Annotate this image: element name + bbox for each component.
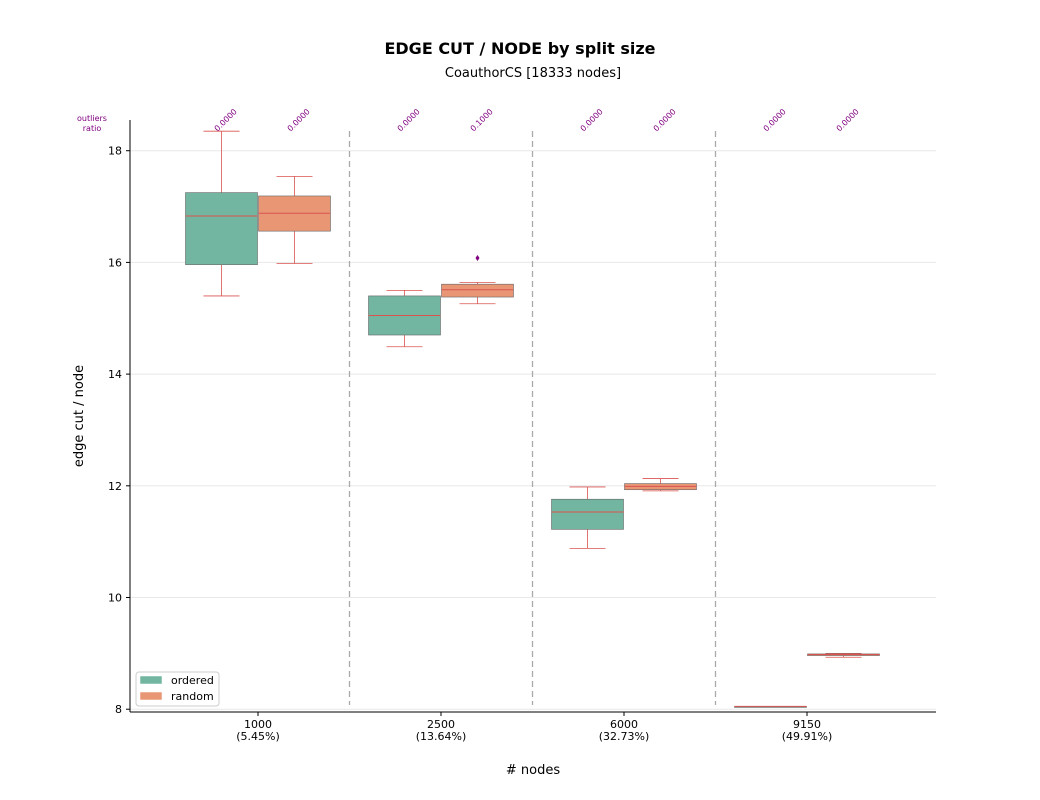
- legend-label-ordered: ordered: [171, 674, 214, 687]
- y-tick-label-18: 18: [108, 145, 122, 158]
- outlier-ratio-ordered-1000: 0.0000: [213, 107, 239, 133]
- outlier-ratio-random-9150: 0.0000: [835, 107, 861, 133]
- box-random-9150: [807, 652, 880, 658]
- x-tick-sublabel-6000: (32.73%): [599, 730, 650, 743]
- outliers-label-line1: outliers: [77, 114, 107, 123]
- outlier-ratio-ordered-2500: 0.0000: [396, 107, 422, 133]
- x-tick-label-9150: 9150: [793, 718, 821, 731]
- x-tick-sublabel-9150: (49.91%): [782, 730, 833, 743]
- chart-subtitle: CoauthorCS [18333 nodes]: [445, 66, 621, 81]
- x-tick-label-1000: 1000: [244, 718, 272, 731]
- y-tick-label-16: 16: [108, 256, 122, 269]
- outlier-ratio-random-2500: 0.1000: [469, 107, 495, 133]
- box-body: [441, 283, 514, 298]
- box-ordered-6000: [551, 486, 624, 549]
- box-ordered-9150: [734, 705, 807, 708]
- outlier-ratio-random-1000: 0.0000: [286, 107, 312, 133]
- y-tick-label-12: 12: [108, 480, 122, 493]
- x-ticks: 1000(5.45%) 2500(13.64%) 6000(32.73%) 9150(…: [236, 712, 832, 743]
- x-tick-sublabel-1000: (5.45%): [236, 730, 280, 743]
- legend-swatch-random: [139, 691, 163, 701]
- outliers-label-line2: ratio: [83, 124, 102, 133]
- x-tick-label-2500: 2500: [427, 718, 455, 731]
- box-random-6000: [624, 478, 697, 492]
- box-random-2500: [441, 254, 514, 305]
- y-ticks: 8 10 12 14 16 18: [108, 145, 130, 716]
- x-axis-label: # nodes: [506, 763, 560, 778]
- y-tick-label-8: 8: [115, 703, 122, 716]
- outlier-ratio-ordered-6000: 0.0000: [579, 107, 605, 133]
- flier-0: [475, 254, 480, 261]
- outlier-ratio-ordered-9150: 0.0000: [762, 107, 788, 133]
- x-tick-sublabel-2500: (13.64%): [416, 730, 467, 743]
- y-axis-label: edge cut / node: [72, 365, 87, 467]
- box-body: [185, 192, 258, 265]
- y-tick-label-14: 14: [108, 368, 122, 381]
- box-ordered-1000: [185, 130, 258, 297]
- x-tick-label-6000: 6000: [610, 718, 638, 731]
- chart-title: EDGE CUT / NODE by split size: [384, 39, 655, 58]
- box-body: [551, 498, 624, 530]
- box-random-1000: [258, 176, 331, 264]
- outlier-ratio-random-6000: 0.0000: [652, 107, 678, 133]
- boxes: [185, 130, 880, 708]
- legend-swatch-ordered: [139, 675, 163, 685]
- legend: ordered random: [135, 671, 220, 707]
- outlier-ratios: 0.0000 0.0000 0.0000 0.0000 0.0000 0.1000 0.00…: [213, 107, 861, 133]
- legend-label-random: random: [171, 690, 214, 703]
- y-tick-label-10: 10: [108, 592, 122, 605]
- box-ordered-2500: [368, 289, 441, 348]
- axes: [129, 120, 936, 713]
- group-separators: [348, 131, 717, 705]
